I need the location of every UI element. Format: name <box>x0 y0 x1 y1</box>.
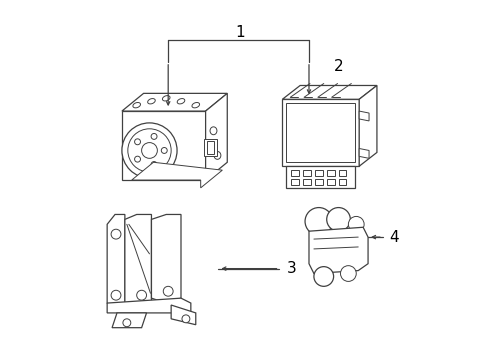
Circle shape <box>163 286 173 296</box>
Bar <box>206 141 214 154</box>
Ellipse shape <box>214 152 221 159</box>
Polygon shape <box>282 99 359 166</box>
Circle shape <box>127 129 171 172</box>
Bar <box>303 179 310 185</box>
Circle shape <box>122 123 177 178</box>
Circle shape <box>134 139 140 145</box>
Circle shape <box>137 290 146 300</box>
Bar <box>286 103 355 162</box>
Circle shape <box>347 216 364 232</box>
Polygon shape <box>308 227 367 274</box>
Polygon shape <box>205 93 227 180</box>
Bar <box>291 170 299 176</box>
Circle shape <box>122 319 130 327</box>
Text: 1: 1 <box>235 25 244 40</box>
Bar <box>338 170 346 176</box>
Circle shape <box>134 156 140 162</box>
Polygon shape <box>107 298 190 313</box>
Circle shape <box>326 208 349 231</box>
Polygon shape <box>171 305 195 325</box>
Polygon shape <box>107 215 124 308</box>
Text: 3: 3 <box>286 261 296 276</box>
Polygon shape <box>286 166 355 188</box>
Bar <box>303 170 310 176</box>
Bar <box>314 179 322 185</box>
Ellipse shape <box>210 127 217 135</box>
Circle shape <box>111 290 121 300</box>
Circle shape <box>340 266 356 282</box>
Polygon shape <box>282 85 376 99</box>
Polygon shape <box>131 162 222 188</box>
Circle shape <box>313 267 333 286</box>
Text: 4: 4 <box>388 230 398 244</box>
Bar <box>291 179 299 185</box>
Circle shape <box>161 148 167 153</box>
Ellipse shape <box>133 103 140 108</box>
Text: 2: 2 <box>333 59 343 74</box>
Polygon shape <box>359 148 368 158</box>
Circle shape <box>151 134 157 139</box>
Polygon shape <box>124 215 151 308</box>
Bar <box>326 170 334 176</box>
Polygon shape <box>359 111 368 121</box>
Circle shape <box>111 229 121 239</box>
Circle shape <box>151 162 157 167</box>
Polygon shape <box>122 93 227 111</box>
Circle shape <box>182 315 189 323</box>
Circle shape <box>142 143 157 158</box>
Ellipse shape <box>177 99 184 104</box>
Ellipse shape <box>192 103 199 108</box>
Bar <box>203 139 217 156</box>
Circle shape <box>305 208 332 235</box>
Polygon shape <box>112 313 146 328</box>
Bar <box>314 170 322 176</box>
Bar <box>338 179 346 185</box>
Ellipse shape <box>162 96 170 101</box>
Polygon shape <box>151 215 181 303</box>
Ellipse shape <box>147 99 155 104</box>
Polygon shape <box>359 85 376 166</box>
Bar <box>326 179 334 185</box>
Polygon shape <box>122 111 205 180</box>
